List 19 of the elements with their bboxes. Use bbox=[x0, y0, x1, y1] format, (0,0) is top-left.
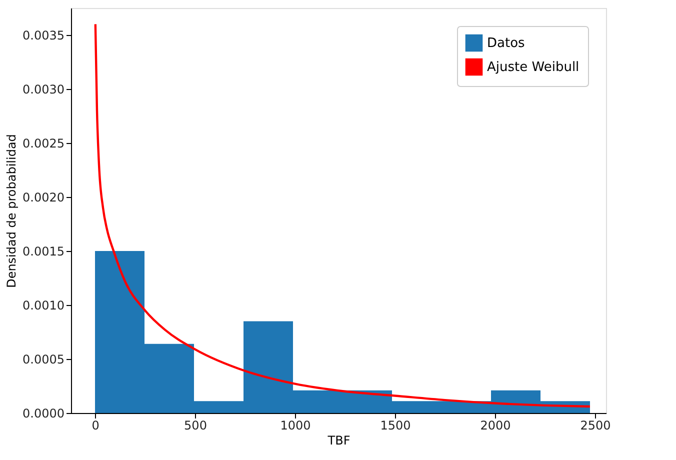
y-tick-label: 0.0005 bbox=[22, 352, 64, 366]
x-tick-label: 1500 bbox=[380, 418, 411, 432]
x-tick-label: 1000 bbox=[280, 418, 311, 432]
y-tick-label: 0.0015 bbox=[22, 244, 64, 258]
y-tick-label: 0.0035 bbox=[22, 28, 64, 42]
y-tick-label: 0.0000 bbox=[22, 406, 64, 420]
x-tick-label: 2000 bbox=[480, 418, 511, 432]
legend-label: Ajuste Weibull bbox=[487, 60, 580, 75]
y-axis-title: Densidad de probabilidad bbox=[4, 134, 19, 288]
x-axis-title: TBF bbox=[326, 434, 350, 448]
legend-label: Datos bbox=[487, 36, 526, 51]
x-tick-label: 2500 bbox=[580, 418, 611, 432]
y-tick-label: 0.0010 bbox=[22, 298, 64, 312]
x-tick-label: 500 bbox=[184, 418, 207, 432]
x-tick-label: 0 bbox=[92, 418, 100, 432]
y-tick-label: 0.0030 bbox=[22, 82, 64, 96]
y-tick-label: 0.0025 bbox=[22, 136, 64, 150]
line-series bbox=[94, 23, 592, 408]
y-tick-label: 0.0020 bbox=[22, 190, 64, 204]
